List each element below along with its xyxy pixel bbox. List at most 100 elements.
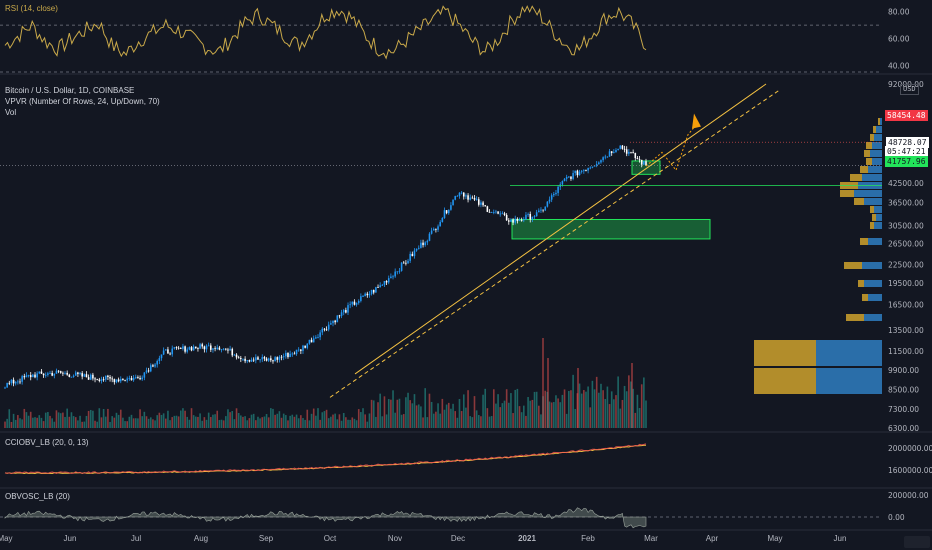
candle-body (426, 240, 429, 243)
volume-bar (205, 419, 208, 428)
volume-bar (83, 421, 86, 428)
volume-bar (237, 412, 240, 428)
vpvr-up-bar (874, 206, 882, 213)
volume-bar (574, 408, 577, 428)
candle-body (235, 354, 238, 358)
volume-bar (261, 417, 264, 428)
volume-bar (14, 419, 17, 428)
x-tick-label: Aug (194, 534, 208, 543)
candle-body (574, 170, 577, 174)
candle-body (430, 230, 433, 234)
volume-bar (21, 419, 23, 428)
currency-badge[interactable]: USD (900, 84, 919, 95)
volume-bar (98, 408, 101, 428)
volume-bar (282, 413, 285, 428)
volume-bar (235, 408, 238, 428)
x-tick-label: Dec (451, 534, 465, 543)
vpvr-up-bar (868, 166, 882, 173)
volume-bar (452, 403, 454, 428)
candle-body (308, 339, 311, 344)
volume-bar (19, 418, 21, 428)
volume-bar (409, 400, 411, 428)
volume-bar (450, 408, 452, 428)
volume-bar (167, 410, 169, 428)
demand-zone (511, 218, 711, 240)
candle-body (25, 375, 28, 378)
candle-body (598, 162, 600, 165)
candle-body (583, 170, 585, 171)
volume-bar (327, 418, 330, 428)
candle-body (270, 358, 272, 361)
candle-body (587, 168, 589, 171)
candle-body (593, 165, 596, 167)
volume-bar (263, 416, 266, 428)
candle-body (334, 320, 336, 323)
volume-bar (207, 412, 210, 428)
volume-bar (257, 416, 259, 428)
candle-body (100, 379, 103, 382)
candle-body (342, 310, 345, 313)
volume-bar (197, 416, 199, 428)
candle-body (467, 195, 469, 200)
candle-body (525, 214, 527, 220)
rsi-tick-label: 40.00 (888, 61, 910, 70)
volume-bar (355, 420, 358, 428)
candle-body (265, 358, 268, 361)
candle-body (538, 210, 540, 213)
candle-body (132, 377, 135, 381)
volume-bar (66, 408, 68, 428)
volume-bar (600, 383, 602, 428)
volume-bar (525, 415, 527, 428)
candle-body (503, 213, 506, 215)
volume-bar (27, 415, 30, 428)
candle-body (282, 356, 285, 358)
candle-body (565, 177, 568, 179)
candle-body (527, 214, 529, 215)
volume-bar (413, 394, 416, 428)
volume-bar (577, 368, 579, 428)
volume-bar (387, 399, 390, 428)
candle-body (375, 287, 377, 293)
candle-body (59, 371, 62, 373)
candle-body (561, 181, 564, 185)
volume-bar (606, 386, 609, 428)
volume-bar (527, 397, 529, 428)
volume-bar (321, 412, 324, 428)
volume-bar (325, 409, 328, 428)
volume-bar (621, 399, 624, 428)
candle-body (518, 220, 521, 222)
volume-bar (130, 414, 133, 428)
volume-bar (154, 420, 156, 428)
candle-body (443, 210, 446, 218)
vpvr-up-bar (864, 314, 882, 321)
volume-bar (342, 412, 345, 428)
volume-bar (540, 414, 542, 428)
vpvr-up-bar (868, 238, 882, 245)
candle-body (57, 370, 60, 372)
candle-body (349, 304, 351, 306)
volume-bar (47, 412, 49, 428)
candle-body (576, 170, 579, 176)
volume-bar (25, 412, 28, 428)
vpvr-up-bar (876, 214, 882, 221)
candle-body (175, 347, 178, 349)
volume-bar (201, 420, 204, 428)
price-tick-label: 6300.00 (888, 424, 919, 433)
candle-body (405, 262, 407, 264)
candle-body (68, 374, 71, 377)
candle-body (289, 353, 291, 358)
candle-body (49, 373, 51, 374)
volume-bar (278, 411, 281, 428)
volume-bar (252, 413, 255, 428)
volume-bar (589, 407, 592, 428)
volume-bar (51, 418, 53, 428)
volume-bar (362, 408, 364, 428)
volume-bar (53, 421, 56, 428)
volume-label: Vol (5, 108, 17, 117)
candle-body (392, 276, 394, 278)
candle-body (589, 167, 592, 169)
candle-body (27, 375, 30, 376)
x-tick-label: Feb (581, 534, 595, 543)
